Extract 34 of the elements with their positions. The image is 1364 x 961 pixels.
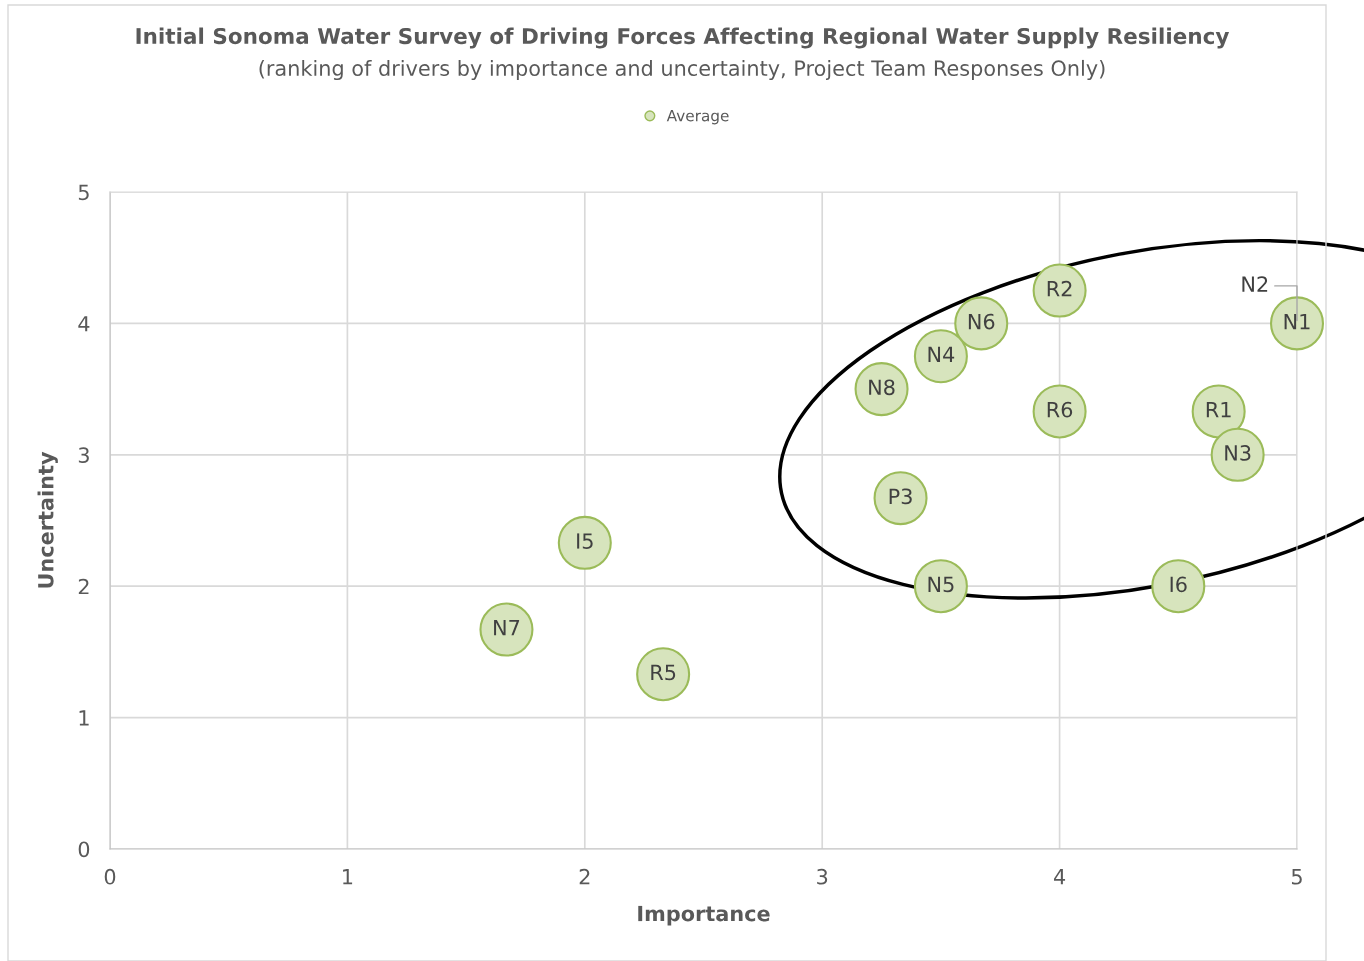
- y-tick-label: 1: [79, 710, 89, 726]
- annotation: N1: [1284, 313, 1310, 330]
- y-tick-label: 0: [78, 841, 90, 858]
- y-axis-title: Uncertainty: [37, 451, 58, 588]
- y-tick-label: 3: [78, 447, 89, 464]
- x-tick-label: 5: [1291, 869, 1302, 885]
- x-axis-title: Importance: [638, 905, 770, 926]
- x-tick-label: 3: [817, 868, 828, 885]
- x-tick-label: 2: [579, 868, 590, 885]
- legend-label: Average: [666, 110, 729, 125]
- annotation: N5: [928, 576, 954, 593]
- y-tick-label: 4: [78, 316, 90, 332]
- annotation: R6: [1047, 401, 1073, 418]
- annotation: N8: [869, 379, 895, 396]
- chart-title: Initial Sonoma Water Survey of Driving Forces Affecting Regional Water Supply Resiliency: [136, 27, 1230, 49]
- y-tick-label: 2: [78, 578, 89, 595]
- x-tick-label: 0: [104, 868, 116, 885]
- x-tick-label: 4: [1053, 869, 1066, 885]
- annotation: I6: [1170, 576, 1187, 593]
- annotation: R2: [1047, 280, 1072, 297]
- annotation: N3: [1225, 445, 1251, 461]
- annotation: P3: [889, 488, 912, 505]
- point: [1151, 559, 1206, 614]
- point: [557, 515, 612, 570]
- y-tick-label: 5: [78, 184, 89, 201]
- annotation: R1: [1206, 402, 1231, 418]
- chart-subtitle: (ranking of drivers by importance and uncertainty, Project Team Responses Only): [259, 59, 1105, 81]
- annotation: N7: [494, 620, 520, 636]
- annotation: I5: [577, 533, 593, 549]
- x-tick-label: 1: [343, 869, 353, 885]
- annotation: N6: [968, 313, 995, 330]
- annotation: N4: [928, 346, 955, 362]
- annotation: R5: [651, 664, 676, 681]
- annotation: N2: [1242, 276, 1268, 292]
